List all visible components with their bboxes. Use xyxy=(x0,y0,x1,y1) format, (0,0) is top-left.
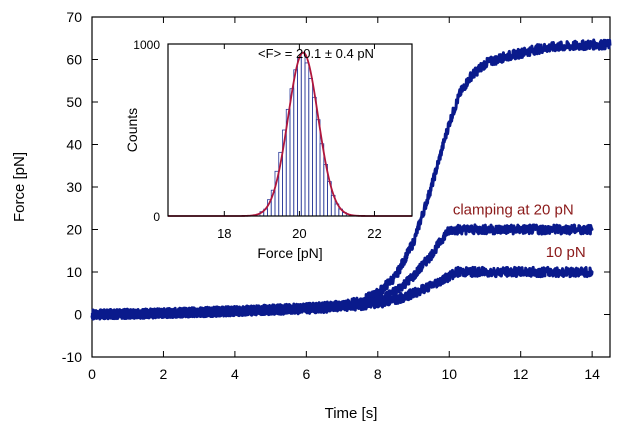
x-axis-label: Time [s] xyxy=(325,405,378,422)
annotation-clamping-20: clamping at 20 pN xyxy=(453,202,574,219)
annotation-clamping-10: 10 pN xyxy=(546,244,586,261)
y-tick-label: 10 xyxy=(66,264,82,280)
y-tick-label: 0 xyxy=(74,307,82,323)
inset-y-axis-label: Counts xyxy=(124,108,140,152)
inset-x-axis-label: Force [pN] xyxy=(257,245,322,261)
inset-y-tick-label: 1000 xyxy=(133,38,160,52)
x-tick-label: 0 xyxy=(88,366,96,382)
inset-y-tick-label: 0 xyxy=(153,210,160,224)
x-tick-label: 14 xyxy=(584,366,600,382)
main-axis-ticks: 0 2 4 6 8 10 12 14 -10 0 10 20 30 40 50 60 70 xyxy=(62,9,610,382)
inset-x-tick-label: 22 xyxy=(367,226,381,241)
inset-x-tick-label: 18 xyxy=(217,226,231,241)
inset-plot-frame xyxy=(167,43,413,217)
inset-axis-ticks: 18 20 22 0 1000 xyxy=(133,38,412,241)
y-tick-label: 30 xyxy=(66,179,82,195)
y-tick-label: 60 xyxy=(66,52,82,68)
x-tick-label: 6 xyxy=(302,366,310,382)
x-tick-label: 4 xyxy=(231,366,239,382)
x-tick-label: 10 xyxy=(441,366,457,382)
y-tick-label: 70 xyxy=(66,9,82,25)
y-axis-label: Force [pN] xyxy=(11,152,28,222)
main-series-group xyxy=(90,38,612,321)
x-tick-label: 2 xyxy=(160,366,168,382)
y-tick-label: 40 xyxy=(66,137,82,153)
inset-title: <F> = 20.1 ± 0.4 pN xyxy=(258,46,374,61)
y-tick-label: 20 xyxy=(66,222,82,238)
force-trace-3 xyxy=(90,265,594,321)
y-tick-label: -10 xyxy=(62,349,82,365)
y-tick-label: 50 xyxy=(66,94,82,110)
x-tick-label: 8 xyxy=(374,366,382,382)
x-tick-label: 12 xyxy=(513,366,529,382)
inset-x-tick-label: 20 xyxy=(292,226,306,241)
